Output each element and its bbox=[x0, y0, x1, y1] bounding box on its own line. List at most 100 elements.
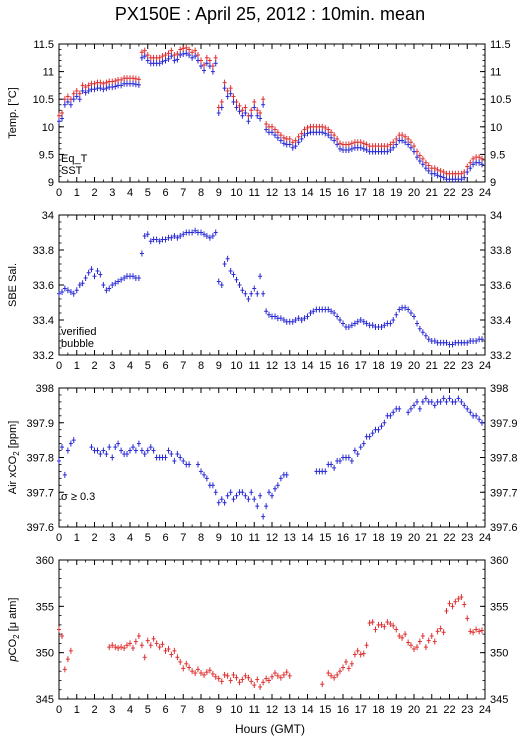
data-point bbox=[151, 447, 156, 454]
data-point bbox=[441, 395, 446, 402]
data-point bbox=[417, 158, 422, 165]
data-point bbox=[181, 45, 186, 52]
x-tick-label: 19 bbox=[390, 360, 402, 372]
data-point bbox=[202, 67, 207, 74]
x-tick-label: 0 bbox=[56, 532, 62, 544]
data-point bbox=[60, 289, 65, 295]
data-point bbox=[184, 50, 189, 57]
data-point bbox=[204, 233, 209, 239]
x-tick-label: 20 bbox=[408, 360, 420, 372]
data-point bbox=[278, 674, 283, 681]
data-point bbox=[195, 666, 200, 673]
data-point bbox=[364, 320, 369, 327]
x-tick-label: 21 bbox=[426, 187, 438, 199]
data-point bbox=[219, 496, 224, 503]
data-point bbox=[329, 308, 334, 315]
y-tick-label-left: 397.6 bbox=[26, 522, 54, 534]
data-point bbox=[408, 405, 413, 412]
data-point bbox=[438, 625, 443, 632]
data-point bbox=[329, 134, 334, 141]
y-tick-label-right: 397.7 bbox=[490, 487, 518, 499]
legend-entry: verified bbox=[61, 326, 96, 338]
data-point bbox=[459, 398, 464, 405]
data-point bbox=[373, 626, 378, 633]
data-point bbox=[379, 423, 384, 430]
data-point bbox=[255, 290, 260, 297]
data-point bbox=[157, 644, 162, 651]
x-tick-label: 1 bbox=[74, 704, 80, 716]
data-point bbox=[60, 632, 65, 639]
data-point bbox=[62, 666, 67, 673]
x-tick-label: 15 bbox=[319, 704, 331, 716]
data-point bbox=[388, 320, 393, 327]
data-point bbox=[163, 52, 168, 59]
data-point bbox=[302, 315, 307, 322]
x-tick-label: 16 bbox=[337, 532, 349, 544]
data-point bbox=[92, 273, 97, 280]
data-point bbox=[243, 110, 248, 116]
data-point bbox=[228, 90, 233, 97]
data-point bbox=[479, 155, 484, 162]
data-point bbox=[296, 133, 301, 140]
y-tick-label-right: 34 bbox=[490, 210, 502, 222]
data-point bbox=[349, 660, 354, 667]
x-tick-label: 10 bbox=[230, 360, 242, 372]
data-point bbox=[246, 496, 251, 503]
data-point bbox=[110, 642, 115, 649]
y-tick-label-left: 10.5 bbox=[33, 94, 54, 106]
y-tick-label-right: 33.4 bbox=[490, 315, 511, 327]
y-tick-label-right: 398 bbox=[490, 383, 508, 395]
data-point bbox=[98, 85, 103, 92]
data-point bbox=[367, 433, 372, 440]
data-point bbox=[107, 285, 112, 292]
data-point bbox=[65, 93, 70, 100]
data-point bbox=[104, 287, 109, 294]
data-point bbox=[113, 444, 118, 451]
y-axis-label: pCO2 [μ atm] bbox=[7, 598, 21, 663]
data-point bbox=[412, 313, 416, 320]
data-point bbox=[225, 255, 230, 262]
data-point bbox=[370, 322, 375, 329]
data-point bbox=[145, 447, 150, 454]
x-tick-label: 11 bbox=[249, 187, 260, 199]
x-tick-label: 14 bbox=[301, 187, 313, 199]
data-point bbox=[243, 290, 248, 297]
data-point bbox=[423, 159, 428, 166]
data-point bbox=[57, 457, 61, 464]
y-axis-label-unit: [ppm] bbox=[7, 421, 19, 452]
x-tick-label: 6 bbox=[162, 704, 168, 716]
data-point bbox=[122, 645, 127, 652]
data-point bbox=[71, 290, 76, 297]
y-tick-label-right: 10 bbox=[490, 122, 502, 134]
data-point bbox=[207, 57, 212, 64]
data-point bbox=[453, 398, 458, 405]
y-axis-label-main: Temp. [°C] bbox=[7, 87, 19, 138]
data-point bbox=[139, 642, 144, 649]
data-point bbox=[175, 56, 180, 63]
data-point bbox=[107, 444, 112, 451]
data-point bbox=[231, 93, 236, 100]
data-point bbox=[166, 447, 171, 454]
data-point bbox=[326, 126, 331, 133]
data-point bbox=[305, 130, 310, 137]
x-tick-label: 1 bbox=[74, 532, 80, 544]
data-point bbox=[169, 651, 174, 658]
y-axis-label-subscript: 2 bbox=[12, 634, 21, 639]
data-point bbox=[397, 306, 402, 313]
data-point bbox=[237, 108, 242, 115]
data-point bbox=[154, 236, 159, 243]
data-point bbox=[376, 426, 381, 433]
data-point bbox=[406, 639, 411, 646]
data-point bbox=[400, 634, 405, 641]
data-point bbox=[231, 671, 236, 678]
data-point bbox=[231, 271, 236, 278]
data-point bbox=[83, 84, 88, 91]
series-verified bbox=[57, 227, 484, 348]
data-point bbox=[68, 289, 73, 295]
data-point bbox=[326, 132, 331, 139]
data-point bbox=[145, 57, 150, 64]
y-tick-label-right: 355 bbox=[490, 601, 508, 613]
data-point bbox=[394, 135, 399, 142]
data-point bbox=[228, 489, 233, 496]
data-point bbox=[296, 139, 301, 146]
